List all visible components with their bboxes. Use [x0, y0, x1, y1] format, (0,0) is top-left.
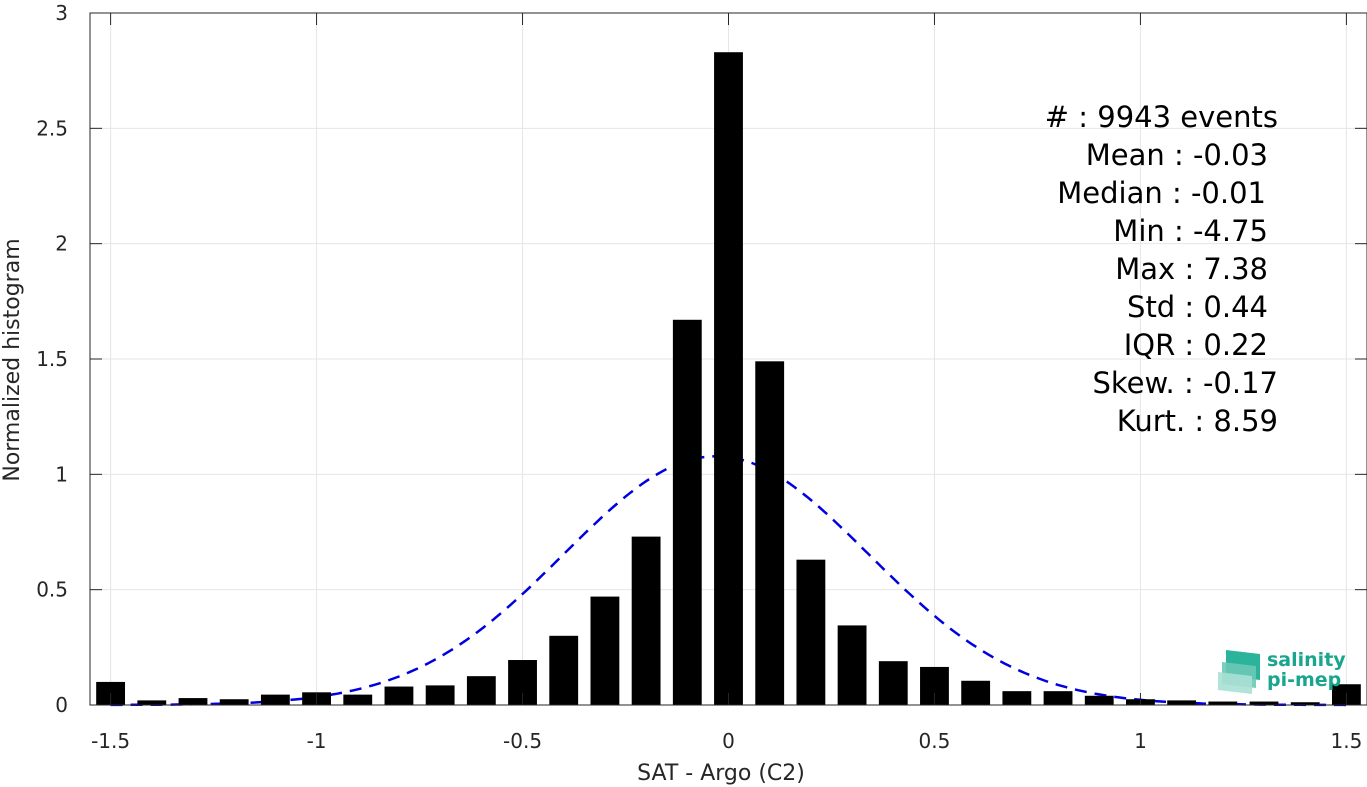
x-tick-label: -0.5 — [503, 729, 542, 753]
y-axis-label: Normalized histogram — [0, 238, 25, 481]
stats-line: # : 9943 events — [1045, 100, 1278, 134]
y-tick-label: 1 — [55, 462, 68, 486]
x-tick-label: -1.5 — [91, 729, 130, 753]
logo-text-pimep: pi-mep — [1267, 669, 1341, 691]
y-tick-label: 2 — [55, 232, 68, 256]
histogram-bar — [260, 694, 290, 705]
x-tick-label: 0 — [722, 729, 735, 753]
y-tick-label: 0 — [55, 693, 68, 717]
logo-waves-icon — [1218, 650, 1260, 694]
histogram-bar — [425, 685, 455, 705]
axes — [89, 12, 1367, 706]
histogram-bar — [631, 536, 661, 705]
histogram-bar — [549, 635, 579, 705]
x-tick-label: 0.5 — [919, 729, 951, 753]
y-tick-label: 0.5 — [36, 578, 68, 602]
y-tick-label: 1.5 — [36, 347, 68, 371]
stats-line: Mean : -0.03 — [1086, 138, 1268, 172]
histogram-bar — [590, 596, 620, 705]
stats-line: Min : -4.75 — [1113, 214, 1268, 248]
histogram-bar — [714, 52, 743, 706]
stats-line: Std : 0.44 — [1127, 290, 1268, 324]
x-tick-label: 1 — [1134, 729, 1147, 753]
histogram-bar — [1290, 702, 1320, 705]
stats-line: IQR : 0.22 — [1124, 328, 1268, 362]
stats-line: Median : -0.01 — [1057, 176, 1266, 210]
histogram-bar — [1084, 695, 1114, 705]
histogram-bar — [1249, 701, 1279, 705]
stats-line: Max : 7.38 — [1115, 252, 1268, 286]
x-tick-label: -1 — [307, 729, 327, 753]
logo-text-salinity: salinity — [1267, 649, 1346, 671]
histogram-bar — [796, 559, 826, 705]
tick-labels: -1.5 -1 -0.5 0 0.5 1 1.5 0 0.5 1 1.5 2 2.5 3 — [36, 1, 1362, 753]
histogram-bar — [219, 699, 249, 705]
histogram-bar — [755, 361, 785, 705]
histogram-bar — [672, 319, 702, 705]
histogram-bar — [878, 661, 908, 705]
histogram-bar — [384, 686, 414, 705]
x-tick-label: 1.5 — [1330, 729, 1362, 753]
x-axis-label: SAT - Argo (C2) — [637, 761, 805, 786]
histogram-bar — [1167, 700, 1197, 705]
histogram-bar — [1208, 701, 1238, 705]
histogram-bar — [1043, 691, 1073, 705]
histogram-bar — [178, 698, 208, 705]
y-tick-label: 3 — [55, 1, 68, 25]
histogram-bar — [961, 680, 991, 705]
stats-line: Skew. : -0.17 — [1092, 366, 1278, 400]
bars-layer — [96, 52, 1361, 706]
histogram-bar — [837, 625, 867, 705]
salinity-pi-mep-logo: salinity pi-mep — [1218, 649, 1346, 694]
y-tick-label: 2.5 — [36, 116, 68, 140]
stats-line: Kurt. : 8.59 — [1117, 404, 1278, 438]
histogram-bar — [137, 700, 167, 705]
statistics-box: # : 9943 events Mean : -0.03 Median : -0.0… — [1045, 100, 1278, 438]
histogram-bar — [343, 694, 373, 705]
histogram-bar — [1002, 691, 1032, 705]
histogram-bar — [466, 676, 496, 705]
